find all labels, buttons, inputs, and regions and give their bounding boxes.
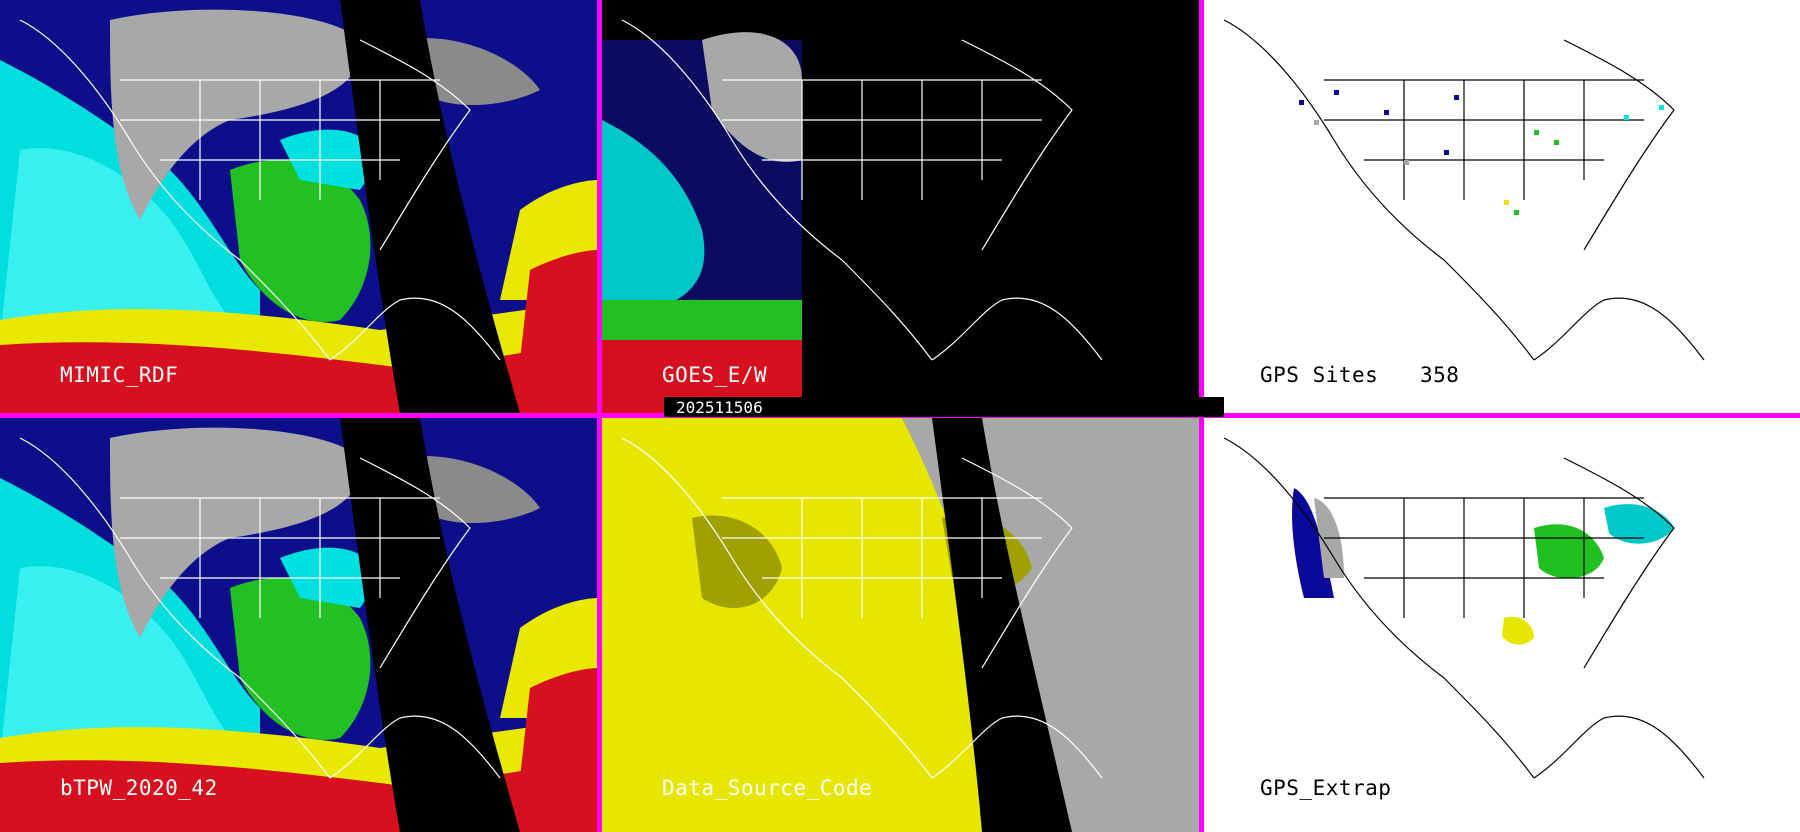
panel-btpw: bTPW_2020_42 xyxy=(0,418,597,832)
panel-data-source-code: Data_Source_Code xyxy=(602,418,1199,832)
panel-mimic-rdf: MIMIC_RDF xyxy=(0,0,597,413)
timestamp-bar xyxy=(664,397,1224,417)
gps-extrap-map xyxy=(1204,418,1800,832)
data-source-code-map xyxy=(602,418,1199,832)
gps-sites-map xyxy=(1204,0,1800,413)
panel-gps-extrap: GPS_Extrap xyxy=(1204,418,1800,832)
mimic-rdf-map xyxy=(0,0,597,413)
btpw-map xyxy=(0,418,597,832)
panel-label: GPS_Extrap xyxy=(1260,776,1392,800)
panel-label: bTPW_2020_42 xyxy=(60,776,218,800)
goes-map xyxy=(602,0,1199,413)
panel-label: Data_Source_Code xyxy=(662,776,873,800)
panel-label: GPS Sites xyxy=(1260,363,1379,387)
panel-label: GOES_E/W xyxy=(662,363,768,387)
panel-label: MIMIC_RDF xyxy=(60,363,179,387)
timestamp: 202511506 xyxy=(676,398,763,417)
gps-site-markers xyxy=(1299,90,1664,215)
panel-goes: GOES_E/W xyxy=(602,0,1199,413)
gps-site-count: 358 xyxy=(1420,363,1460,387)
panel-gps-sites: GPS Sites 358 xyxy=(1204,0,1800,413)
